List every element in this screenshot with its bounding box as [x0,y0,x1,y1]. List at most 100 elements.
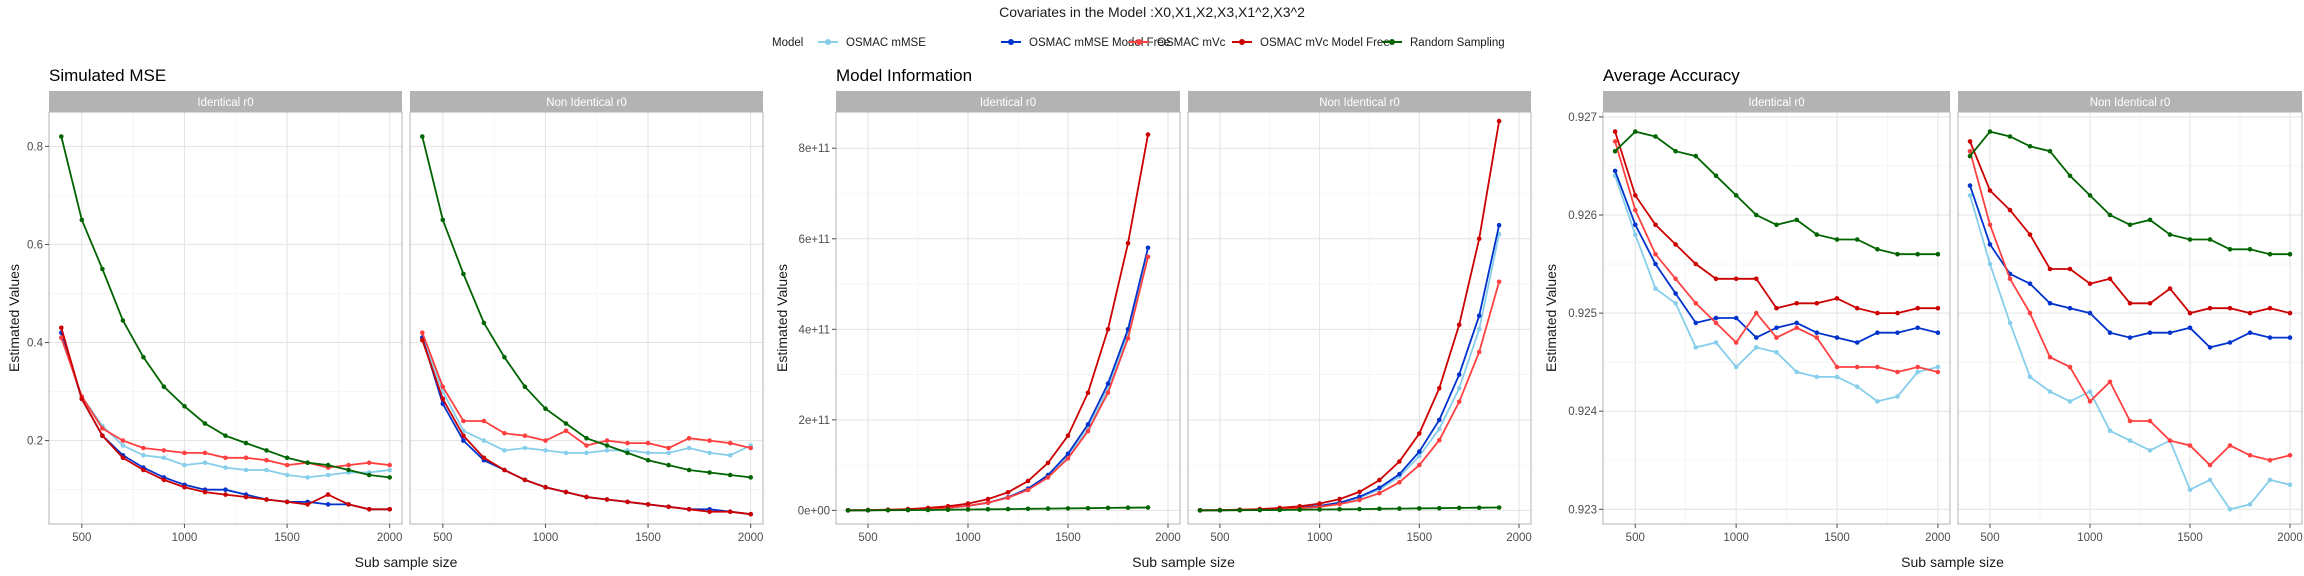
data-point [727,472,733,478]
data-point [1105,381,1111,386]
data-point [885,507,891,513]
data-point [1633,232,1638,237]
data-point [2087,310,2093,316]
data-point [2167,330,2173,336]
data-point [2147,448,2153,453]
data-point [1713,315,1719,321]
data-point [420,330,425,336]
data-point [100,433,105,439]
legend-label: OSMAC mVc [1157,37,1226,49]
data-point [1794,325,1799,331]
data-point [1065,506,1071,511]
data-point [1854,364,1860,370]
data-point [1456,322,1462,328]
data-point [748,475,753,480]
data-point [100,266,105,272]
data-point [1496,505,1502,510]
data-point [2047,354,2053,360]
data-point [1967,183,1973,188]
series [420,335,753,458]
data-point [522,433,528,439]
data-point [1834,296,1840,301]
data-point [223,433,228,439]
data-point [2027,144,2033,149]
data-point [1693,261,1699,267]
data-point [223,465,228,470]
data-point [1297,504,1302,509]
data-point [2107,330,2113,336]
data-point [202,460,208,466]
data-point [1754,212,1759,218]
data-point [1895,369,1900,375]
data-point [1814,335,1820,340]
data-point [2107,428,2113,434]
data-point [645,502,651,507]
data-point [543,448,548,453]
data-point [325,492,331,497]
data-point [1774,222,1779,228]
data-point [1733,276,1739,282]
legend-item: OSMAC mVc Model Free [1232,37,1390,49]
data-point [1895,310,1900,316]
data-point [1125,336,1131,341]
data-point [79,396,85,402]
data-point [1875,330,1880,336]
data-point [2067,173,2073,179]
data-point [2007,207,2013,213]
data-point [1673,148,1678,154]
data-point [1397,506,1402,511]
data-point [202,489,208,495]
data-point [985,507,991,512]
data-point [2167,438,2173,443]
data-point [1417,449,1422,454]
series [59,134,393,480]
data-point [2187,443,2193,448]
data-point [59,325,64,331]
data-point [1357,494,1362,500]
data-point [1456,505,1462,511]
series [1612,139,1941,375]
data-point [2287,453,2293,458]
data-point [1476,236,1482,242]
plot-area [49,112,402,524]
x-tick-label: 500 [433,532,452,544]
data-point [748,511,753,517]
data-point [1713,276,1719,282]
data-point [346,467,351,473]
data-point [2287,251,2293,257]
data-point [543,484,548,490]
data-point [1794,301,1799,306]
data-point [1456,399,1462,405]
data-point [284,462,290,468]
data-point [1437,385,1442,391]
series-line [1199,506,1500,512]
y-tick-label: 8e+11 [799,143,830,155]
data-point [346,502,351,507]
chart-panel: Average Accuracy Estimated Values Sub samp… [1543,66,2303,570]
data-point [1814,301,1820,306]
panel-border [48,111,403,525]
plot-area [1958,112,2302,524]
y-axis-label: Estimated Values [1543,264,1559,372]
x-tick-label: 500 [1626,532,1645,544]
data-point [1476,505,1482,511]
data-point [1065,433,1071,439]
data-point [1476,349,1482,355]
series [59,325,393,512]
data-point [223,492,228,497]
data-point [305,502,310,507]
data-point [1456,372,1462,377]
facet: Non Identical r0 500 1000 1500 2000 [1957,91,2303,544]
data-point [1754,345,1759,350]
data-point [1754,310,1759,316]
data-point [686,507,692,512]
data-point [1437,426,1442,432]
x-tick-label: 1500 [1824,532,1850,544]
data-point [1987,129,1993,134]
series [1197,505,1502,513]
data-point [1317,501,1322,506]
x-axis-label: Sub sample size [1901,554,2004,570]
data-point [284,455,290,461]
data-point [1005,490,1011,495]
facet: Identical r0 500 1000 1500 2000 0.923 0.924 0.9… [1568,91,1951,544]
